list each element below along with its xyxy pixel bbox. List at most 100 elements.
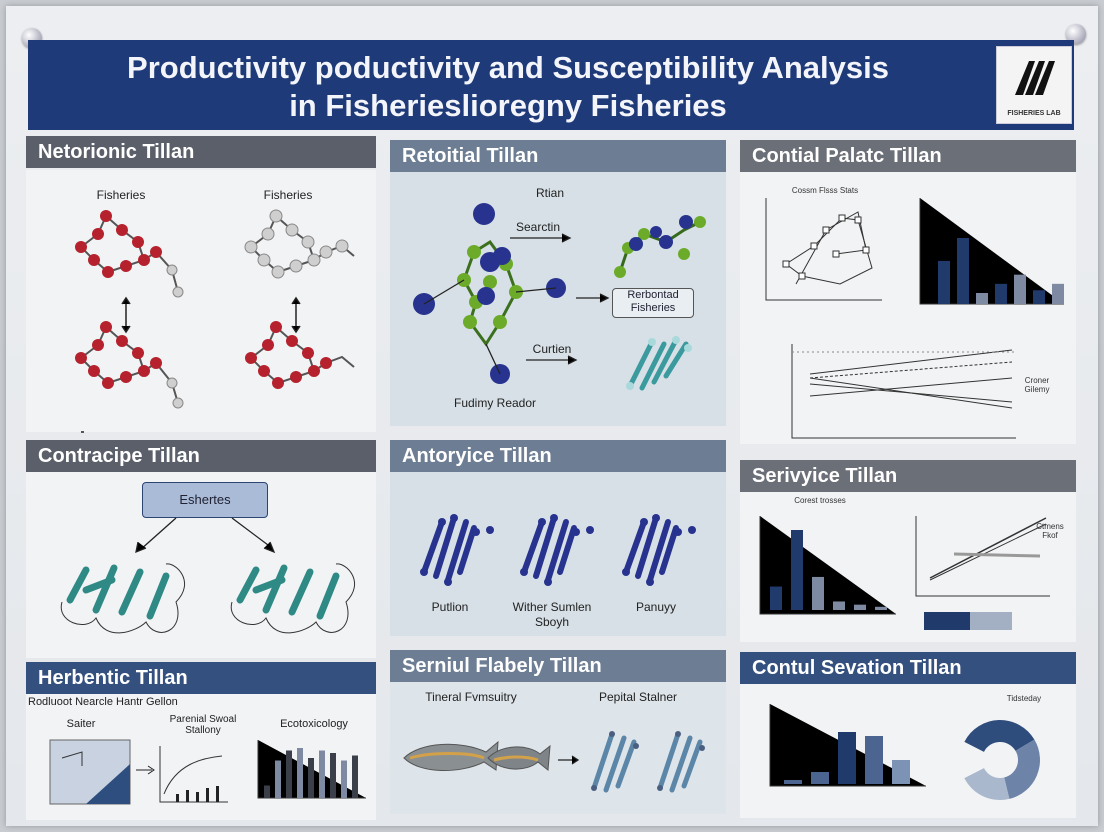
fish-icon: [403, 740, 551, 771]
bar-1: [275, 760, 281, 798]
bar-0: [264, 785, 270, 798]
s6-line-label: Ctmens Fkof: [1028, 522, 1072, 540]
bar-2: [812, 576, 824, 610]
s7-subtitle: Rodluoot Nearcle Hantr Gellon: [28, 696, 178, 708]
s2-box-line1: Rerbontad: [627, 289, 679, 301]
bar-3: [297, 748, 303, 798]
reaction-diagram: [413, 203, 706, 391]
s6-bar-chart: [770, 530, 887, 610]
s7-bar-chart: [264, 748, 358, 798]
section-5-header: Antoryice Tillan: [390, 440, 726, 472]
s2-box-line2: Fisheries: [630, 302, 676, 314]
s3-bar-chart: [938, 238, 1064, 304]
s5-label-2-line2: Sboyh: [534, 615, 570, 629]
s9-charts: [769, 704, 1040, 800]
section-5-panel: Putlion Wither Sumlen Sboyh Panuyy: [390, 472, 726, 636]
section-6-header: Serivyice Tillan: [740, 460, 1076, 492]
s5-molecules: [420, 514, 696, 586]
bar-2: [286, 750, 292, 798]
bar-7: [341, 760, 347, 798]
bar-3: [865, 736, 883, 784]
s5-label-1: Putlion: [431, 600, 469, 614]
section-4-header: Contracipe Tillan: [26, 440, 376, 472]
bar-4: [892, 760, 910, 784]
donut-slice-1: [1004, 739, 1040, 799]
bar-4: [854, 604, 866, 610]
s7-label-b-line1: Parenial Swoal: [169, 714, 237, 725]
s9-donut-label: Tidsteday: [1006, 694, 1042, 703]
s6-bar-caption: Corest trosses: [794, 496, 846, 505]
bar-3: [833, 601, 845, 610]
bar-6: [1052, 283, 1064, 304]
bar-5: [1033, 290, 1045, 304]
section-9-panel: Tidsteday: [740, 684, 1076, 818]
title-banner: Productivity poductivity and Susceptibil…: [28, 40, 1074, 130]
s8-label-left: Tineral Fvmsuitry: [425, 690, 517, 704]
s6-line-label-1: Ctmens: [1036, 522, 1064, 531]
bar-6: [330, 753, 336, 798]
bar-4: [1014, 274, 1026, 304]
s1-label-right: Fisheries: [263, 188, 313, 202]
bar-1: [791, 530, 803, 610]
s8-diagram: [403, 731, 705, 793]
bar-8: [352, 755, 358, 798]
poster: Productivity poductivity and Susceptibil…: [6, 6, 1098, 826]
s2-label-curr: Curtien: [532, 342, 572, 356]
s5-label-2-line1: Wither Sumlen: [512, 600, 592, 614]
section-3-panel: Cossm Flsss Stats Croner Gilemy: [740, 172, 1076, 444]
section-8-header: Serniul Flabely Tillan: [390, 650, 726, 682]
s2-label-bottom: Fudimy Reador: [453, 396, 537, 410]
s6-legend-light: [970, 612, 1012, 630]
section-1-header: Netorionic Tillan: [26, 136, 376, 168]
logo-text: FISHERIES LAB: [1007, 110, 1061, 117]
bar-5: [319, 750, 325, 798]
logo-icon: [1015, 61, 1055, 95]
donut-slice-2: [964, 768, 1010, 800]
bar-2: [838, 732, 856, 784]
bar-5: [875, 606, 887, 610]
s7-label-c: Ecotoxicology: [280, 718, 348, 730]
bar-1: [957, 238, 969, 304]
s7-label-a: Saiter: [66, 718, 96, 730]
s2-label-top: Rtian: [535, 186, 564, 200]
section-6-panel: Corest trosses Ctmens Fkof: [740, 492, 1076, 642]
s2-result-box: Rerbontad Fisheries: [612, 288, 694, 318]
section-3-header: Contial Palatc Tillan: [740, 140, 1076, 172]
section-7-header: Herbentic Tillan: [26, 662, 376, 694]
s3-charts: [765, 198, 1064, 439]
s3-scatter-caption: Cossm Flsss Stats: [791, 186, 859, 195]
section-4-panel: Eshertes: [26, 472, 376, 658]
s1-label-left: Fisheries: [96, 188, 146, 202]
s7-label-b: Parenial Swoal Stallony: [158, 714, 248, 736]
bar-0: [938, 260, 950, 304]
bar-0: [784, 780, 802, 784]
s3-line-label: Croner Gilemy: [1024, 376, 1050, 394]
s5-label-2: Wither Sumlen Sboyh: [502, 600, 602, 630]
section-9-header: Contul Sevation Tillan: [740, 652, 1076, 684]
bar-2: [976, 293, 988, 304]
molecule-diagrams: [75, 209, 355, 433]
s6-charts: [759, 516, 1050, 630]
section-7-panel: Rodluoot Nearcle Hantr Gellon Saiter Par…: [26, 694, 376, 820]
section-8-panel: Tineral Fvmsuitry Pepital Stalner: [390, 682, 726, 814]
s7-label-b-line2: Stallony: [185, 725, 221, 736]
pin-right: [1066, 24, 1086, 44]
s7-charts: [49, 739, 366, 805]
bar-4: [308, 758, 314, 798]
title-line-2: in Fisherieslioregny Fisheries: [289, 88, 727, 123]
s2-label-search: Searctin: [515, 220, 561, 234]
s5-label-3: Panuyy: [635, 600, 677, 614]
section-1-panel: Fisheries Fisheries: [26, 170, 376, 433]
bar-3: [995, 283, 1007, 304]
section-2-header: Retoitial Tillan: [390, 140, 726, 172]
s9-bar-chart: [784, 732, 910, 784]
bar-1: [811, 772, 829, 784]
s8-label-right: Pepital Stalner: [598, 690, 678, 704]
s4-box: Eshertes: [142, 482, 268, 518]
s6-line-label-2: Fkof: [1042, 531, 1058, 540]
s6-legend-dark: [924, 612, 970, 630]
donut-slice-0: [964, 720, 1035, 752]
section-2-panel: Rtian Searctin Rerbontad Fisheries Curti…: [390, 172, 726, 426]
protein-diagram: [60, 517, 356, 634]
institution-logo: FISHERIES LAB: [996, 46, 1072, 124]
